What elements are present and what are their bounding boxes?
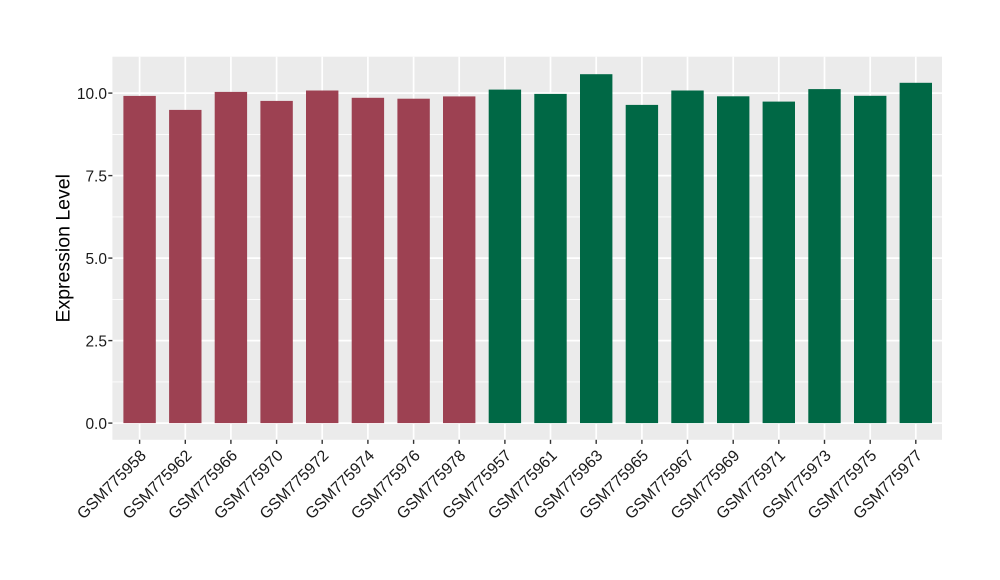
svg-text:10.0: 10.0 bbox=[77, 86, 108, 103]
svg-text:5.0: 5.0 bbox=[85, 251, 107, 268]
svg-text:0.0: 0.0 bbox=[85, 416, 107, 433]
svg-text:2.5: 2.5 bbox=[85, 333, 107, 350]
svg-text:7.5: 7.5 bbox=[85, 168, 107, 185]
svg-text:Expression Level: Expression Level bbox=[53, 174, 75, 322]
